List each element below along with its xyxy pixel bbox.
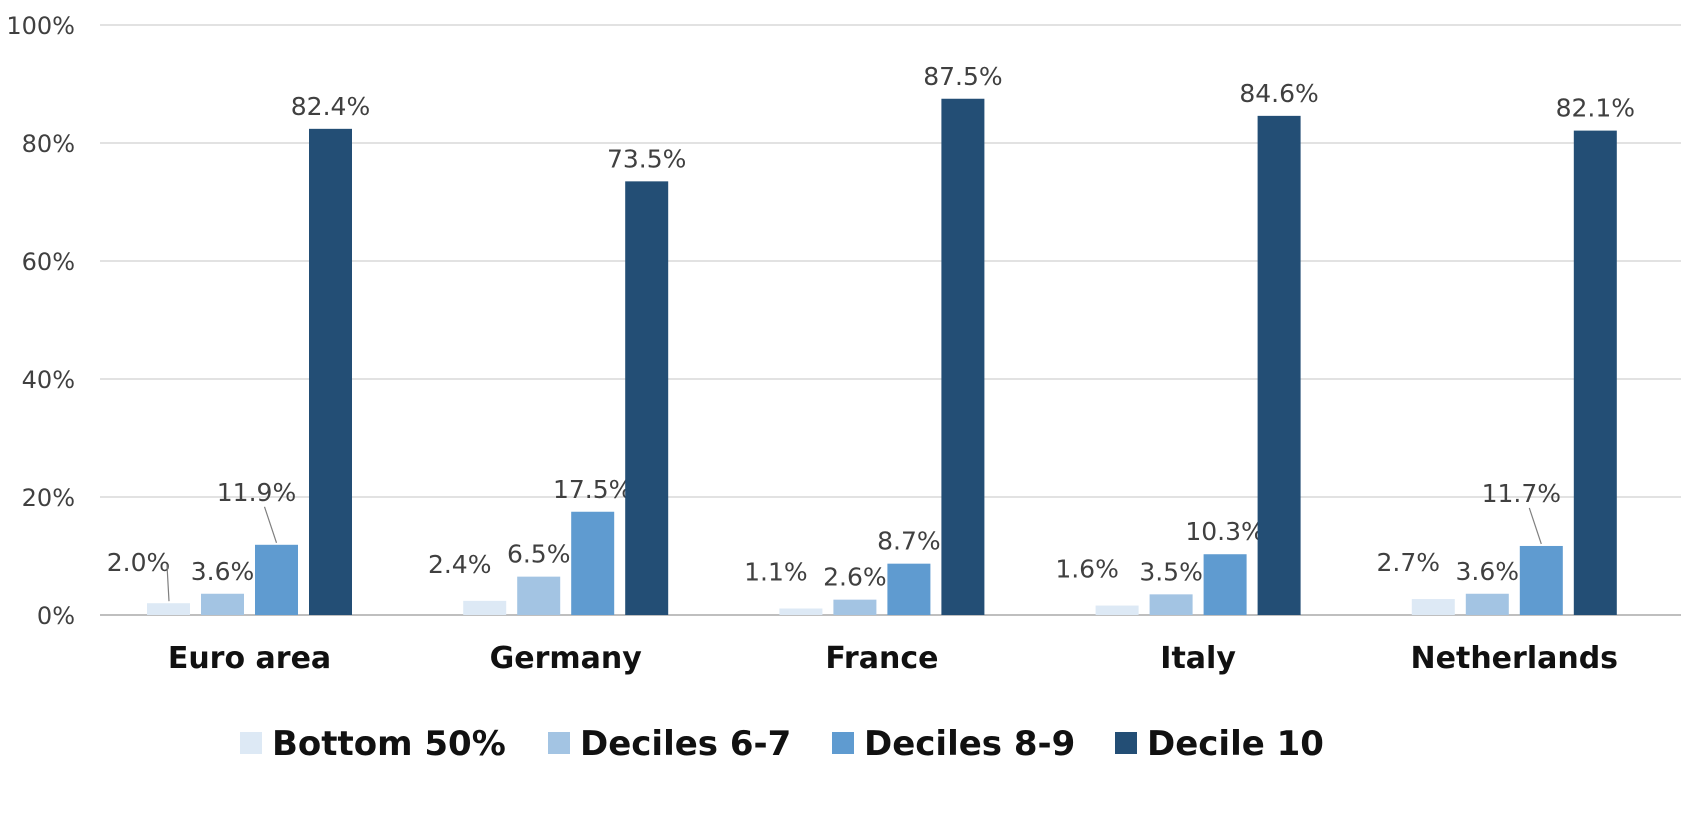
data-label: 2.4% [428,550,492,579]
data-label: 1.6% [1055,555,1119,584]
data-label: 6.5% [507,540,571,569]
bar [1573,130,1617,616]
bar [1465,593,1509,615]
x-tick-label: Germany [490,641,643,676]
y-tick-label: 100% [6,12,75,40]
bar [833,599,877,615]
x-tick-label: Netherlands [1411,641,1619,676]
bar [941,98,985,615]
data-label: 84.6% [1239,79,1318,108]
bar [1519,545,1563,615]
leader-line [263,506,278,543]
y-tick-label: 60% [22,248,75,276]
data-label: 2.0% [107,548,171,577]
data-label: 8.7% [877,527,941,556]
y-tick-label: 40% [22,366,75,394]
legend-swatch [832,732,854,754]
bar [463,600,507,615]
bar [625,181,669,615]
legend-label: Deciles 6-7 [580,724,791,764]
x-tick-label: Euro area [168,641,331,676]
data-label: 11.9% [217,478,296,507]
bar [1411,599,1455,615]
bar [1203,554,1247,615]
data-label: 73.5% [607,144,686,173]
bar [309,128,352,615]
bar [255,544,298,615]
bar [1095,605,1139,615]
leader-line [166,564,170,602]
bar [517,576,561,615]
y-tick-label: 20% [22,484,75,512]
y-tick-label: 0% [37,602,75,630]
legend-label: Decile 10 [1147,724,1324,764]
data-label: 1.1% [744,558,808,587]
bar [147,603,190,615]
bar [201,593,244,615]
data-label: 82.1% [1556,94,1635,123]
data-label: 82.4% [291,92,370,121]
data-label: 3.6% [191,557,255,586]
x-tick-label: France [825,641,938,676]
data-label: 11.7% [1482,479,1561,508]
legend-swatch [1115,732,1137,754]
data-label: 17.5% [553,475,632,504]
y-tick-label: 80% [22,130,75,158]
data-label: 87.5% [923,62,1002,91]
legend-swatch [240,732,262,754]
legend-swatch [548,732,570,754]
data-label: 2.6% [823,563,887,592]
bar [779,608,823,615]
legend-label: Bottom 50% [272,724,506,764]
bar [571,511,615,615]
data-label: 2.7% [1377,548,1441,577]
data-label: 10.3% [1185,517,1264,546]
bar [1257,115,1301,616]
data-label: 3.5% [1139,557,1203,586]
x-tick-label: Italy [1160,641,1236,676]
data-label: 3.6% [1456,557,1520,586]
leader-line [1528,507,1542,545]
legend-label: Deciles 8-9 [864,724,1075,764]
bar [1149,594,1193,615]
bar [887,563,931,615]
